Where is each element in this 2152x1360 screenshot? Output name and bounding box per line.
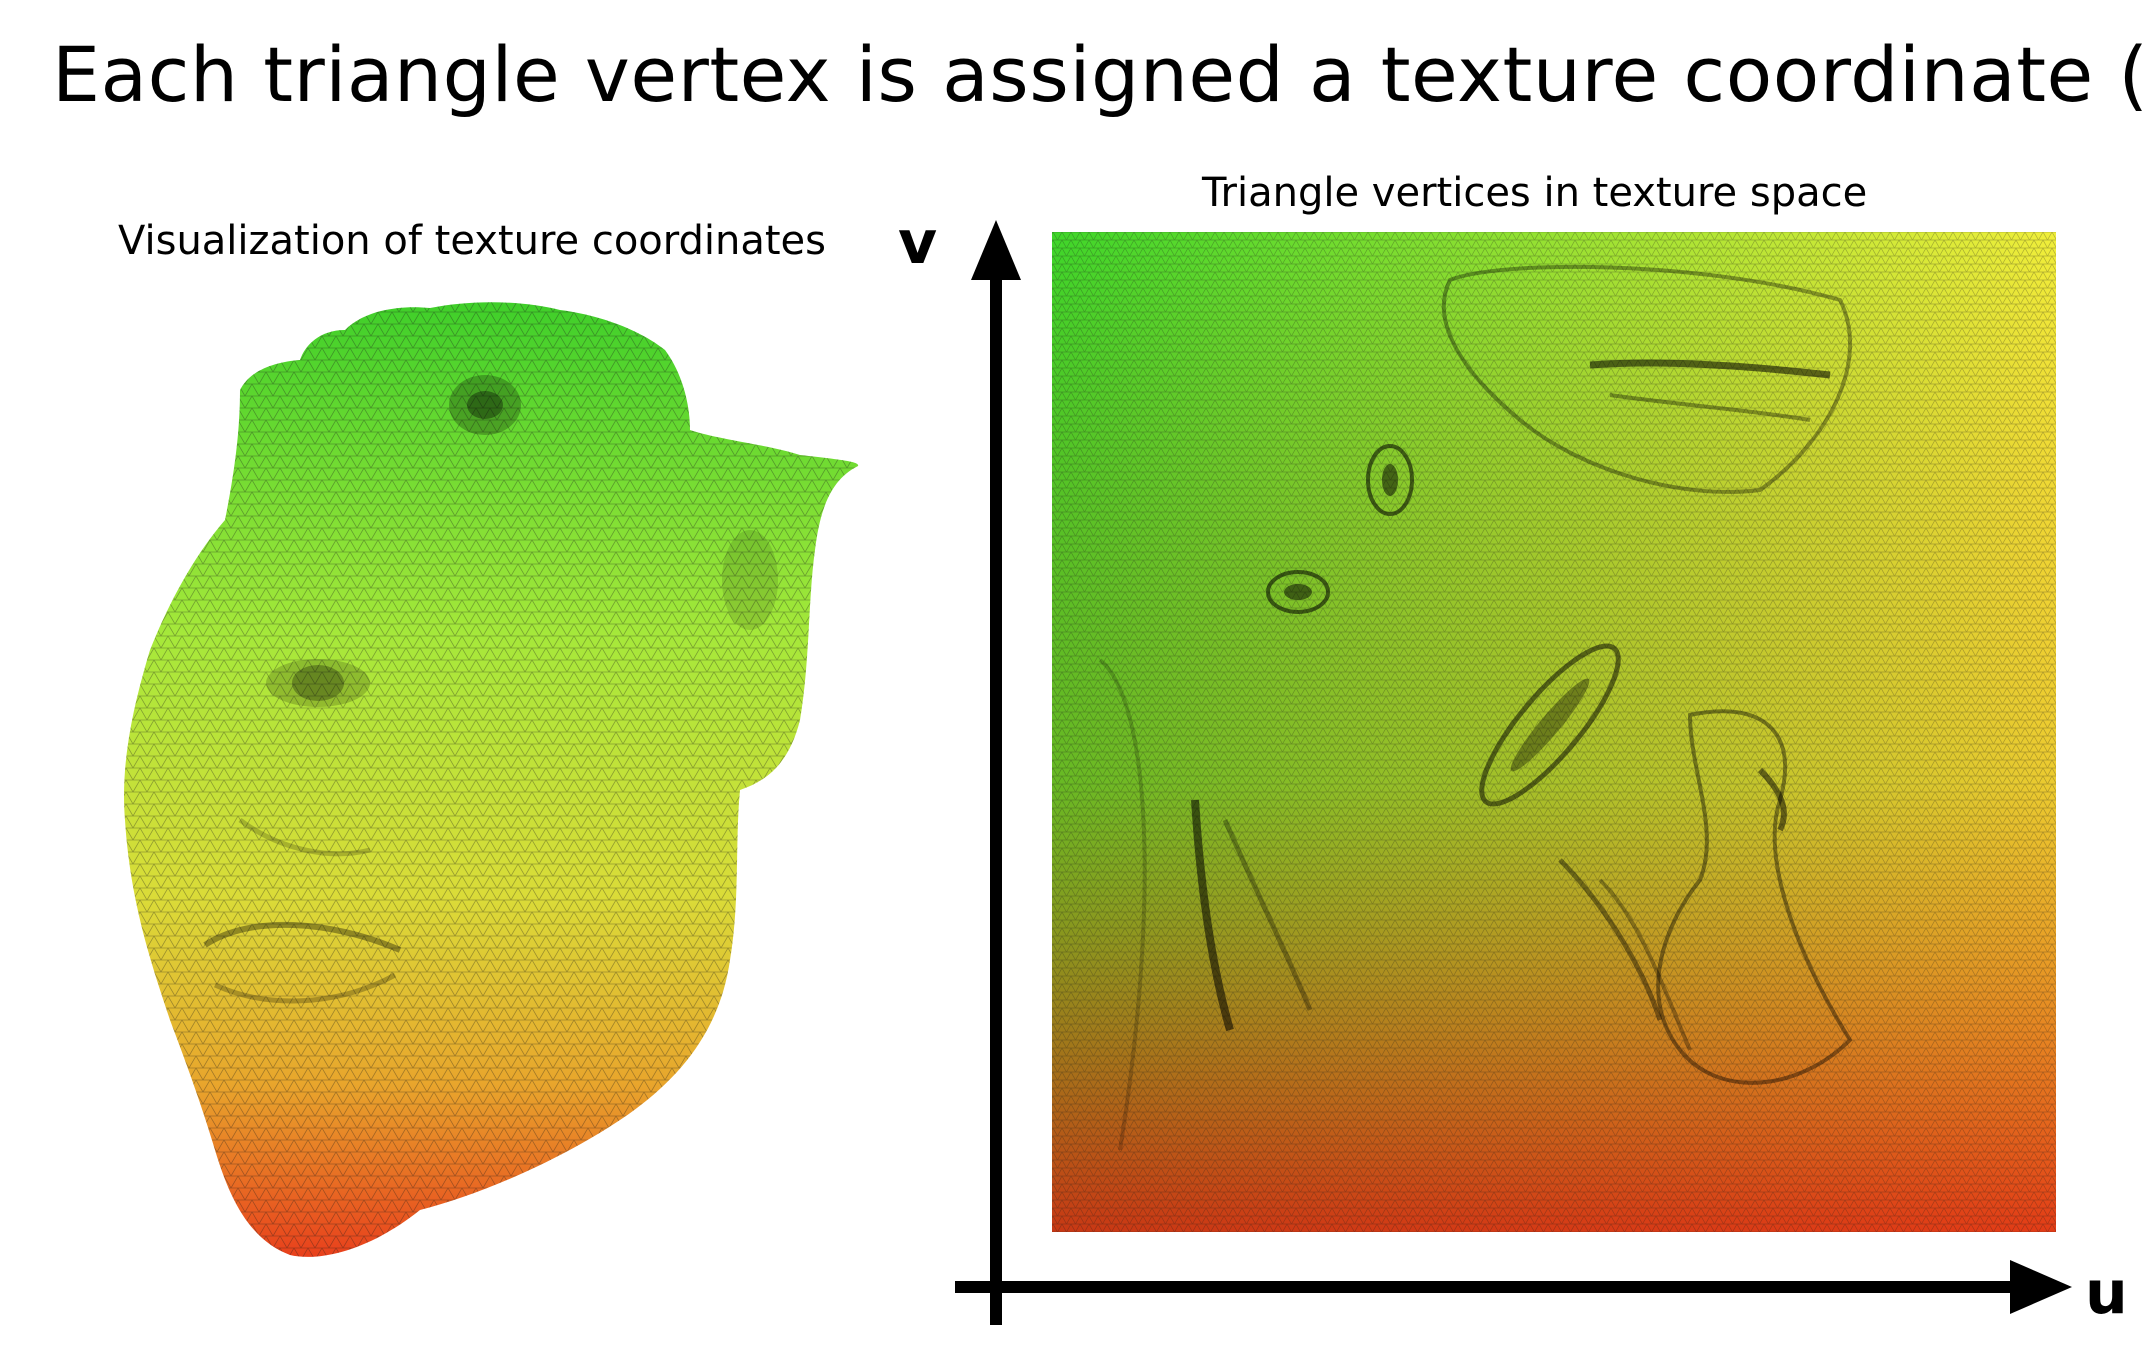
left-caption: Visualization of texture coordinates xyxy=(118,218,827,264)
u-axis xyxy=(955,1260,2072,1314)
mesh-head-icon xyxy=(124,302,859,1257)
v-axis xyxy=(971,220,1021,1325)
right-caption: Triangle vertices in texture space xyxy=(1202,170,1868,216)
slide-title: Each triangle vertex is assigned a textu… xyxy=(52,30,2152,119)
u-axis-label: u xyxy=(2085,1258,2128,1328)
uv-map-icon xyxy=(1052,232,2056,1232)
v-axis-label: v xyxy=(898,208,938,278)
